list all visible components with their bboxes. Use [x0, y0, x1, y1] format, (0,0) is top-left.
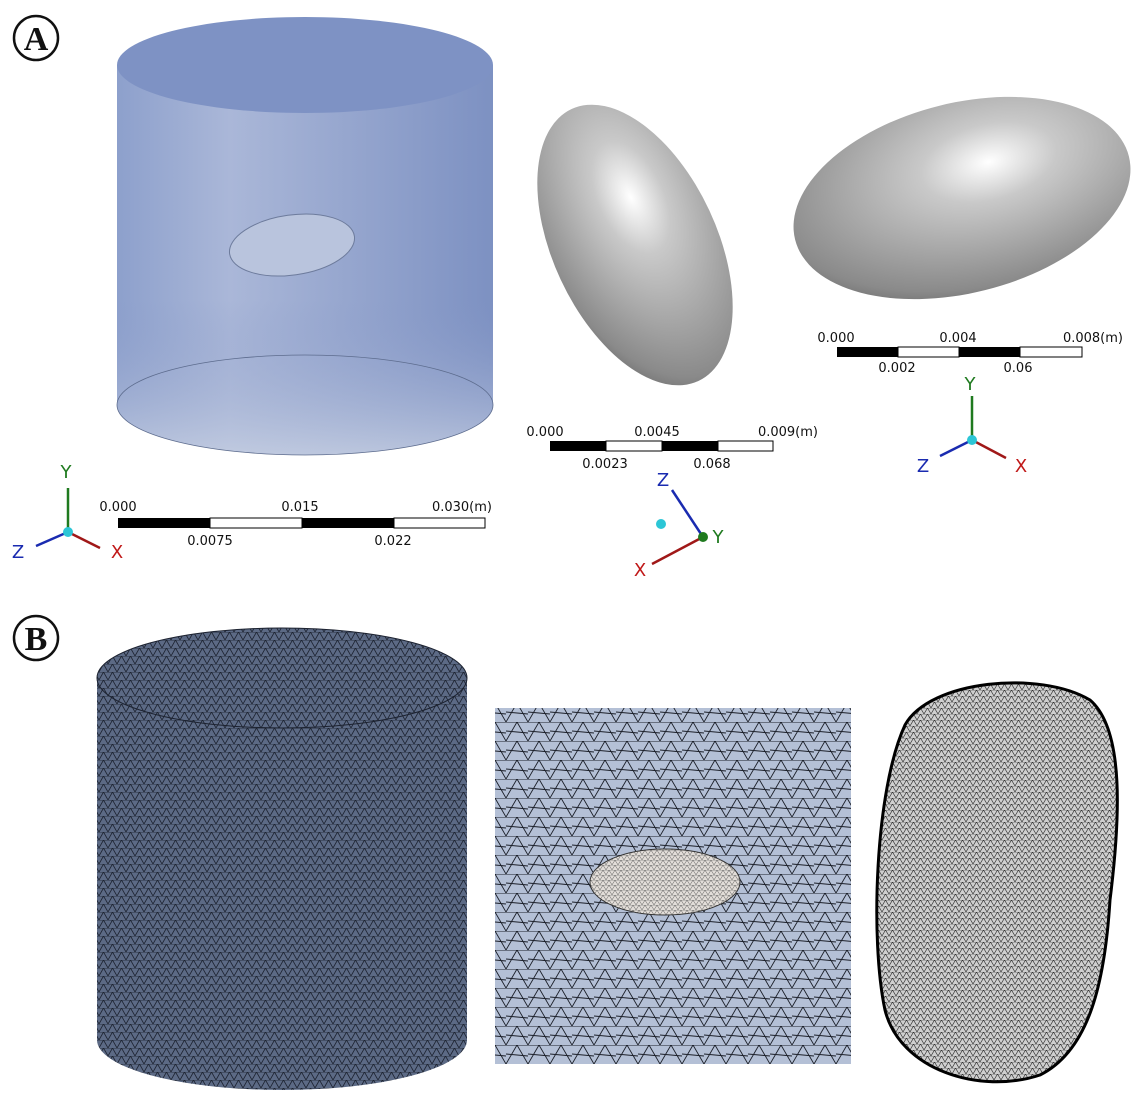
scale-label: 0.004 — [939, 331, 976, 346]
scale-label: 0.000 — [817, 331, 854, 346]
bar-segment — [959, 347, 1020, 357]
scale-label: 0.0023 — [582, 457, 628, 472]
scale-bar: 0.000 0.004 0.008(m) 0.002 0.06 — [817, 331, 1123, 376]
scale-label: 0.06 — [1004, 361, 1033, 376]
cylinder-shade — [117, 300, 493, 455]
axis-label: Y — [964, 374, 977, 395]
axis-label: X — [1015, 456, 1027, 477]
scale-label: 0.009(m) — [758, 425, 818, 440]
scale-bar: 0.000 0.0045 0.009(m) 0.0023 0.068 — [526, 425, 818, 472]
mesh-cylinder-top — [97, 628, 467, 728]
bar-segment — [662, 441, 718, 451]
axis-x — [652, 537, 703, 564]
axis-triad: Y Z X — [917, 374, 1027, 477]
bar-segment — [302, 518, 394, 528]
axis-x — [68, 532, 100, 548]
page: body{margin:0;background:#fff;} svg{disp… — [0, 0, 1132, 1094]
bar-segment — [718, 441, 773, 451]
axis-z — [36, 532, 68, 546]
mesh-particle — [877, 683, 1118, 1082]
bar-segment — [550, 441, 606, 451]
axis-z — [672, 490, 703, 537]
axis-label: X — [111, 542, 123, 563]
scale-label: 0.0075 — [187, 534, 233, 549]
scale-label: 0.068 — [693, 457, 730, 472]
bar-segment — [210, 518, 302, 528]
axis-triad: Z Y X — [634, 470, 725, 581]
axis-label: Z — [657, 470, 669, 491]
bar-segment — [606, 441, 662, 451]
axis-label: Y — [712, 527, 725, 548]
scale-label: 0.030(m) — [432, 500, 492, 515]
particle-view — [772, 64, 1132, 332]
axis-label: Z — [917, 456, 929, 477]
mesh-cylinder — [97, 678, 467, 1090]
bar-segment — [394, 518, 485, 528]
axis-z — [940, 440, 972, 456]
scale-label: 0.008(m) — [1063, 331, 1123, 346]
figure: A 0.000 0.015 0.030(m) 0.0075 0.022 Y Z … — [0, 0, 1132, 1094]
particle-view — [497, 74, 772, 415]
axis-label: X — [634, 560, 646, 581]
origin — [656, 519, 666, 529]
panel-label: B — [25, 621, 48, 658]
panel-label: A — [24, 21, 49, 58]
axis-y — [698, 532, 708, 542]
bar-segment — [898, 347, 959, 357]
origin — [967, 435, 977, 445]
cylinder-top — [117, 17, 493, 113]
origin — [63, 527, 73, 537]
axis-label: Y — [60, 462, 73, 483]
scale-label: 0.002 — [878, 361, 915, 376]
bar-segment — [1020, 347, 1082, 357]
axis-x — [972, 440, 1006, 458]
bar-segment — [118, 518, 210, 528]
scale-label: 0.000 — [526, 425, 563, 440]
scale-label: 0.022 — [374, 534, 411, 549]
scale-label: 0.0045 — [634, 425, 680, 440]
bar-segment — [837, 347, 898, 357]
body: {"panels":[ {"label":"A","views":[ {"sca… — [0, 0, 1132, 1094]
scale-bar: 0.000 0.015 0.030(m) 0.0075 0.022 — [99, 500, 492, 549]
mesh-particle-section — [590, 849, 740, 915]
axis-label: Z — [12, 542, 24, 563]
scale-label: 0.015 — [281, 500, 318, 515]
scale-label: 0.000 — [99, 500, 136, 515]
